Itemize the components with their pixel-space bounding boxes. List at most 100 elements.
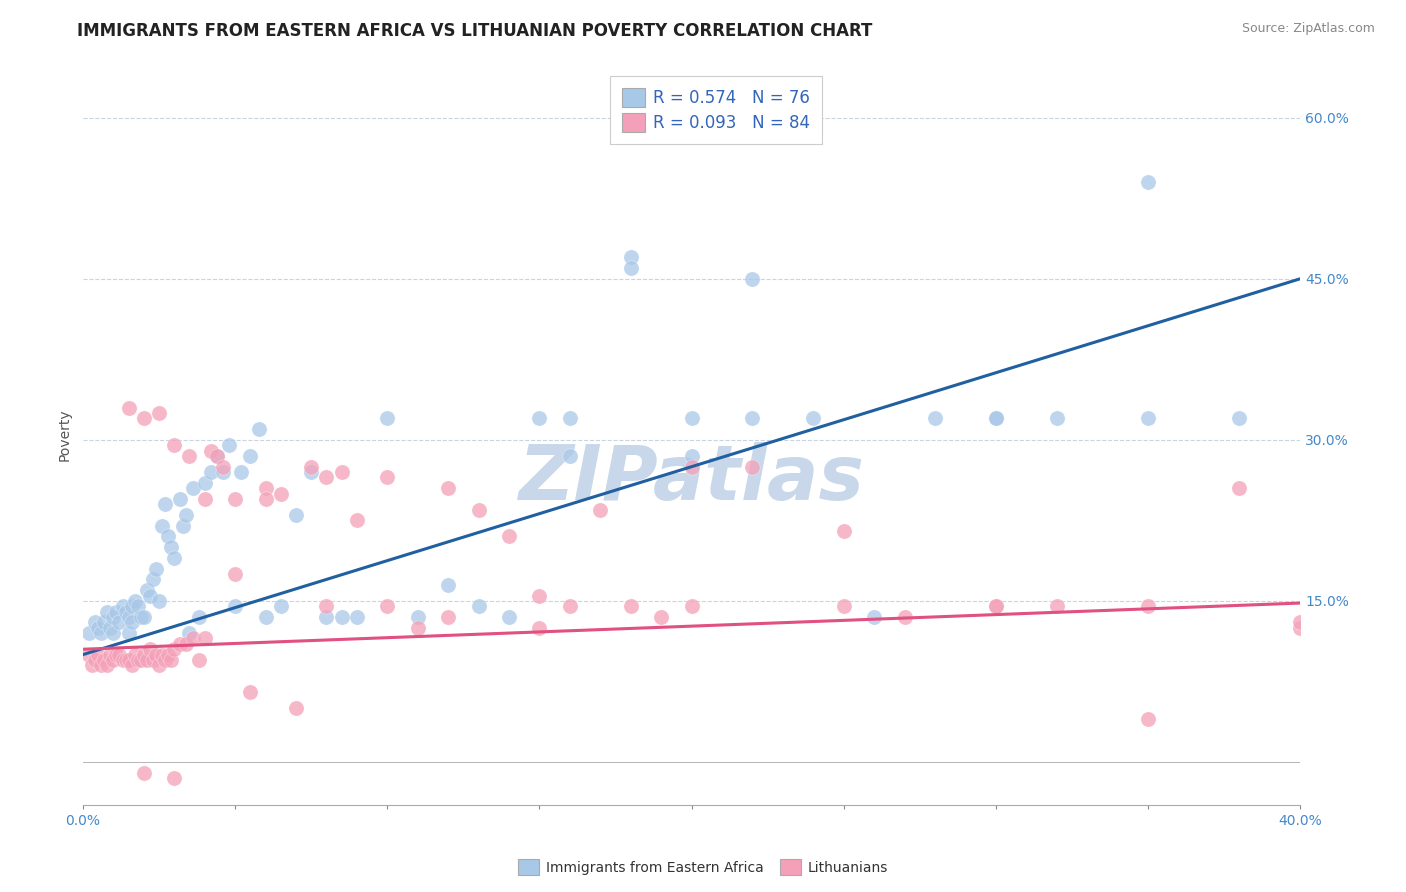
Point (346, 513, 368, 527)
Point (114, 653, 136, 667)
Point (1227, 481, 1250, 495)
Point (437, 578, 460, 592)
Point (681, 449, 703, 463)
Text: ZIPatlas: ZIPatlas (519, 442, 865, 516)
Point (270, 599, 292, 614)
Point (205, 449, 228, 463)
Point (1136, 712, 1159, 726)
Point (285, 508, 308, 522)
Point (681, 599, 703, 614)
Point (200, 443, 222, 458)
Point (863, 610, 886, 624)
Point (111, 653, 134, 667)
Point (124, 648, 146, 662)
Point (96, 605, 118, 619)
Point (82, 658, 104, 673)
Point (231, 465, 253, 479)
Point (169, 637, 191, 651)
Point (117, 610, 139, 624)
Point (558, 411, 581, 425)
Point (212, 465, 235, 479)
Point (375, 470, 398, 484)
Point (160, 653, 183, 667)
Point (498, 610, 520, 624)
Point (179, 449, 201, 463)
Point (117, 401, 139, 415)
Point (84, 653, 107, 667)
Point (98, 621, 121, 635)
Point (142, 573, 165, 587)
Point (254, 481, 277, 495)
Point (96, 658, 118, 673)
Point (194, 475, 217, 490)
Point (437, 610, 460, 624)
Point (103, 626, 125, 640)
Point (108, 648, 131, 662)
Point (148, 658, 170, 673)
Point (179, 626, 201, 640)
Point (299, 459, 322, 474)
Text: Source: ZipAtlas.com: Source: ZipAtlas.com (1241, 22, 1375, 36)
Point (98, 648, 121, 662)
Point (176, 637, 198, 651)
Point (330, 610, 353, 624)
Point (205, 449, 228, 463)
Point (145, 562, 167, 576)
Point (558, 449, 581, 463)
Legend: Immigrants from Eastern Africa, Lithuanians: Immigrants from Eastern Africa, Lithuani… (512, 854, 894, 880)
Point (224, 599, 246, 614)
Point (153, 497, 176, 511)
Point (150, 518, 173, 533)
Point (620, 250, 643, 264)
Point (121, 599, 143, 614)
Point (127, 653, 149, 667)
Point (589, 502, 612, 516)
Point (169, 491, 191, 506)
Point (194, 491, 217, 506)
Point (529, 411, 551, 425)
Point (1289, 621, 1312, 635)
Point (200, 465, 222, 479)
Point (132, 765, 155, 780)
Point (315, 470, 337, 484)
Point (163, 642, 186, 657)
Point (254, 491, 277, 506)
Point (224, 567, 246, 582)
Point (741, 411, 763, 425)
Point (285, 701, 308, 715)
Point (620, 599, 643, 614)
Point (1136, 599, 1159, 614)
Point (254, 610, 277, 624)
Point (129, 653, 152, 667)
Point (330, 465, 353, 479)
Point (93, 653, 115, 667)
Point (212, 459, 235, 474)
Point (129, 610, 152, 624)
Point (558, 599, 581, 614)
Point (1289, 615, 1312, 630)
Y-axis label: Poverty: Poverty (58, 409, 72, 461)
Point (132, 411, 155, 425)
Point (181, 481, 204, 495)
Point (148, 594, 170, 608)
Point (1136, 411, 1159, 425)
Point (135, 653, 157, 667)
Point (132, 648, 155, 662)
Point (181, 632, 204, 646)
Point (142, 653, 165, 667)
Point (239, 449, 262, 463)
Point (346, 610, 368, 624)
Point (984, 411, 1007, 425)
Point (529, 621, 551, 635)
Point (148, 406, 170, 420)
Point (132, 610, 155, 624)
Point (194, 632, 217, 646)
Point (103, 610, 125, 624)
Point (529, 589, 551, 603)
Point (90, 626, 112, 640)
Point (315, 599, 337, 614)
Point (187, 610, 209, 624)
Point (406, 610, 429, 624)
Point (153, 653, 176, 667)
Point (87, 621, 110, 635)
